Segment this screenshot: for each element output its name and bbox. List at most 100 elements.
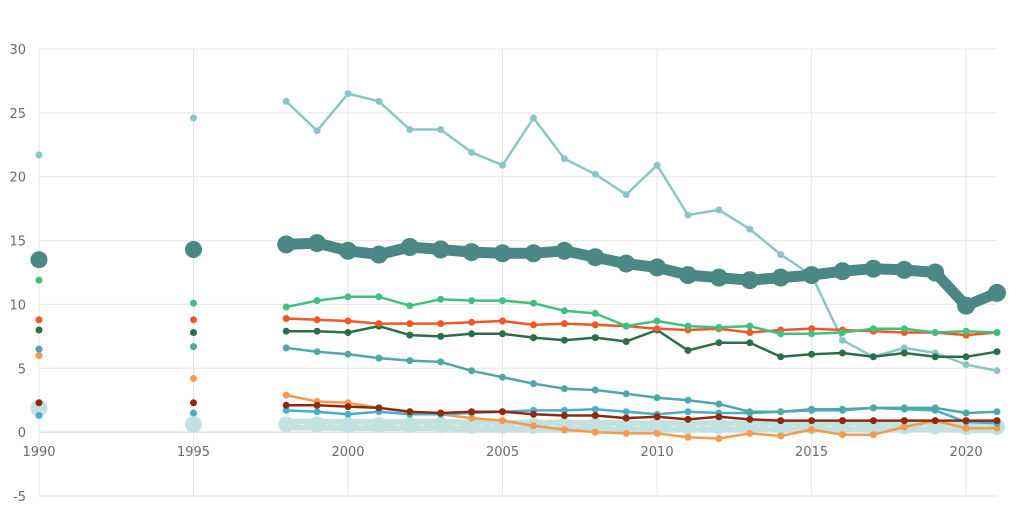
data-point [617,254,636,273]
data-point [808,405,816,413]
data-point [344,410,352,418]
data-point [313,401,321,409]
data-point [530,410,537,418]
data-point [524,244,543,263]
data-point [833,262,852,281]
data-point [993,417,1001,425]
data-point [282,303,290,311]
data-point [375,320,383,328]
data-point [35,352,43,359]
data-point [869,431,877,439]
data-point [591,386,599,394]
data-point [653,317,661,325]
data-point [468,414,476,422]
data-point [962,417,970,425]
data-point [900,325,908,333]
data-point [746,339,754,347]
data-point [715,435,723,442]
data-point [771,268,790,287]
data-point [190,343,197,351]
x-tick-label: 2005 [486,445,519,460]
data-point [839,431,846,439]
data-point [462,243,481,262]
data-point [375,354,383,362]
data-point [834,418,851,435]
data-point [560,426,568,434]
data-point [308,234,327,253]
data-point [591,170,599,178]
series-green [35,276,1001,338]
y-tick-label: 25 [9,107,26,122]
data-point [499,317,506,325]
data-point [499,417,506,425]
data-point [313,127,321,135]
data-point [622,429,630,437]
data-point [869,417,877,425]
y-axis-ticks: -5 0 5 10 15 20 25 30 [9,43,26,505]
data-point [530,380,537,388]
data-point [278,416,295,433]
data-point [282,97,290,105]
data-point [931,353,939,361]
data-point [406,320,414,328]
data-point [988,283,1006,302]
data-point [340,417,356,434]
data-point [653,325,661,333]
data-point [499,297,506,305]
data-point [35,412,43,419]
data-point [900,404,908,412]
data-point [437,320,445,328]
data-point [35,316,43,324]
data-point [560,385,568,393]
data-point [808,350,816,358]
data-point [715,339,723,347]
data-point [560,307,568,315]
x-tick-label: 2020 [950,445,983,460]
data-point [962,353,970,361]
data-point [468,408,476,416]
data-point [190,299,197,307]
data-point [406,126,414,133]
data-point [777,330,785,338]
data-point [375,293,383,301]
data-point [35,399,43,407]
data-point [618,418,635,435]
data-point [684,433,692,441]
data-point [591,321,599,329]
data-point [869,404,877,412]
data-point [530,334,537,342]
data-point [648,258,667,277]
data-point [499,373,506,381]
data-point [190,375,197,382]
x-axis-ticks: 1990 1995 2000 2005 2010 2015 2020 [22,445,982,460]
data-point [808,417,816,425]
data-point [746,429,754,437]
data-point [869,325,877,333]
series-mid-teal [35,343,1001,417]
data-point [586,248,605,267]
data-point [185,416,202,433]
series-mid-teal-line [284,346,999,415]
y-tick-label: 5 [18,362,26,377]
data-point [313,408,321,416]
data-point [499,330,506,338]
data-point [190,114,197,122]
data-point [282,327,290,335]
data-point [709,268,728,287]
data-point [684,408,692,416]
data-point [746,415,754,423]
data-point [339,241,357,260]
data-point [864,259,883,278]
data-point [313,327,321,335]
data-point [530,114,537,122]
data-point [437,358,445,366]
data-point [957,296,976,315]
data-point [468,367,476,375]
data-point [437,409,445,417]
data-point [190,409,197,417]
data-point [591,412,599,419]
data-point [649,418,666,435]
data-point [560,412,568,419]
data-point [277,235,296,254]
